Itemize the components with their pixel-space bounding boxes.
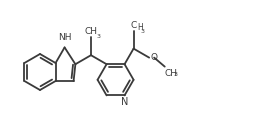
Text: CH: CH — [165, 69, 178, 78]
Text: O: O — [150, 53, 157, 62]
Text: NH: NH — [58, 33, 71, 42]
Text: 3: 3 — [141, 29, 145, 34]
Text: 3: 3 — [174, 72, 178, 77]
Text: 3: 3 — [97, 34, 100, 39]
Text: H: H — [137, 23, 143, 32]
Text: CH: CH — [84, 27, 98, 36]
Text: C: C — [131, 21, 137, 30]
Text: N: N — [121, 97, 128, 107]
